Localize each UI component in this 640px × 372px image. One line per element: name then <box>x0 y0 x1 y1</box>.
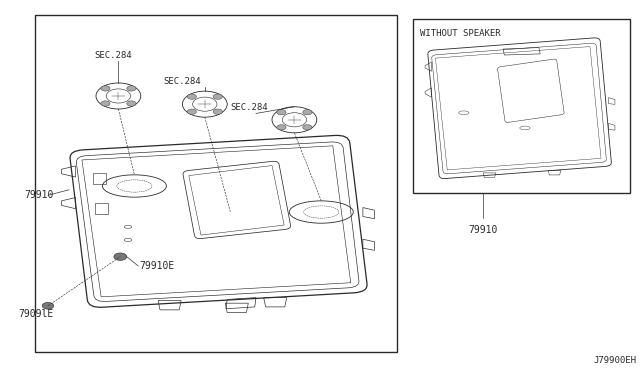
Text: 79910E: 79910E <box>140 261 175 271</box>
Circle shape <box>303 125 312 130</box>
Bar <box>413 19 630 193</box>
Bar <box>93 173 106 184</box>
Text: 79910: 79910 <box>24 190 54 200</box>
Circle shape <box>127 101 136 106</box>
Circle shape <box>188 109 196 114</box>
Text: SEC.284: SEC.284 <box>95 51 132 60</box>
Text: SEC.284: SEC.284 <box>163 77 201 86</box>
Circle shape <box>213 109 222 114</box>
Circle shape <box>303 110 312 115</box>
Circle shape <box>188 94 196 99</box>
Circle shape <box>101 86 110 91</box>
Circle shape <box>213 94 222 99</box>
Circle shape <box>42 302 54 309</box>
Circle shape <box>127 86 136 91</box>
Bar <box>35 15 397 352</box>
Circle shape <box>277 110 286 115</box>
Circle shape <box>101 101 110 106</box>
Text: SEC.284: SEC.284 <box>230 103 268 112</box>
Bar <box>95 203 108 214</box>
Text: WITHOUT SPEAKER: WITHOUT SPEAKER <box>420 29 500 38</box>
Text: J79900EH: J79900EH <box>594 356 637 365</box>
Circle shape <box>277 125 286 130</box>
Text: 79910: 79910 <box>468 225 498 235</box>
Text: 7909lE: 7909lE <box>18 310 53 319</box>
Circle shape <box>114 253 127 260</box>
